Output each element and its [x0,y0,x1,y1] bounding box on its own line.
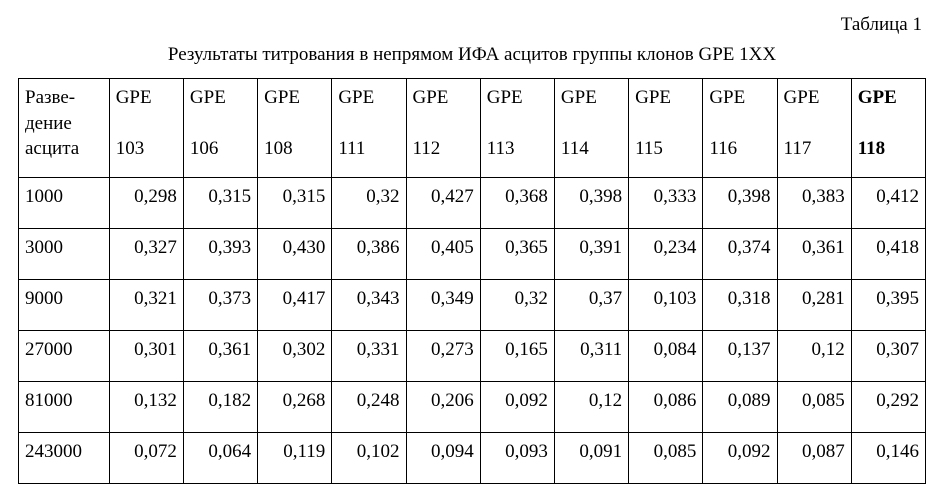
cell-value: 0,072 [109,433,183,484]
cell-value: 0,119 [258,433,332,484]
cell-value: 0,398 [554,178,628,229]
cell-value: 0,365 [480,229,554,280]
col-header-gpe-111: GPE 111 [332,79,406,178]
cell-value: 0,315 [183,178,257,229]
cell-value: 0,132 [109,382,183,433]
col-header-gpe-115: GPE 115 [629,79,703,178]
table-label: Таблица 1 [18,14,922,36]
cell-value: 0,32 [332,178,406,229]
cell-value: 0,343 [332,280,406,331]
cell-value: 0,064 [183,433,257,484]
col-header-gpe-108: GPE 108 [258,79,332,178]
cell-value: 0,094 [406,433,480,484]
table-row: 270000,3010,3610,3020,3310,2730,1650,311… [19,331,926,382]
cell-value: 0,165 [480,331,554,382]
cell-value: 0,383 [777,178,851,229]
cell-value: 0,417 [258,280,332,331]
cell-value: 0,361 [777,229,851,280]
cell-value: 0,298 [109,178,183,229]
results-table: Разве- дение асцита GPE 103 GPE 106 GPE … [18,78,926,484]
cell-value: 0,273 [406,331,480,382]
cell-value: 0,393 [183,229,257,280]
cell-dilution: 243000 [19,433,110,484]
cell-value: 0,418 [851,229,925,280]
cell-value: 0,268 [258,382,332,433]
col-header-gpe-106: GPE 106 [183,79,257,178]
cell-value: 0,349 [406,280,480,331]
cell-value: 0,146 [851,433,925,484]
cell-value: 0,301 [109,331,183,382]
cell-dilution: 9000 [19,280,110,331]
cell-value: 0,374 [703,229,777,280]
cell-value: 0,084 [629,331,703,382]
table-row: 10000,2980,3150,3150,320,4270,3680,3980,… [19,178,926,229]
cell-value: 0,086 [629,382,703,433]
cell-value: 0,37 [554,280,628,331]
cell-value: 0,182 [183,382,257,433]
cell-value: 0,315 [258,178,332,229]
table-body: 10000,2980,3150,3150,320,4270,3680,3980,… [19,178,926,484]
cell-dilution: 1000 [19,178,110,229]
cell-value: 0,12 [777,331,851,382]
cell-value: 0,307 [851,331,925,382]
cell-value: 0,333 [629,178,703,229]
cell-value: 0,085 [777,382,851,433]
hdr0-l1: Разве- [25,87,75,108]
col-header-gpe-118: GPE 118 [851,79,925,178]
cell-value: 0,302 [258,331,332,382]
cell-value: 0,12 [554,382,628,433]
cell-value: 0,391 [554,229,628,280]
table-row: 90000,3210,3730,4170,3430,3490,320,370,1… [19,280,926,331]
cell-value: 0,398 [703,178,777,229]
cell-value: 0,386 [332,229,406,280]
table-row: 2430000,0720,0640,1190,1020,0940,0930,09… [19,433,926,484]
col-header-gpe-113: GPE 113 [480,79,554,178]
cell-value: 0,311 [554,331,628,382]
cell-dilution: 81000 [19,382,110,433]
cell-value: 0,089 [703,382,777,433]
col-header-gpe-117: GPE 117 [777,79,851,178]
col-header-dilution: Разве- дение асцита [19,79,110,178]
cell-value: 0,32 [480,280,554,331]
cell-value: 0,368 [480,178,554,229]
cell-value: 0,206 [406,382,480,433]
hdr0-l2: дение [25,113,72,134]
table-row: 30000,3270,3930,4300,3860,4050,3650,3910… [19,229,926,280]
cell-value: 0,234 [629,229,703,280]
cell-value: 0,318 [703,280,777,331]
cell-value: 0,102 [332,433,406,484]
cell-value: 0,395 [851,280,925,331]
cell-value: 0,092 [480,382,554,433]
cell-value: 0,103 [629,280,703,331]
cell-value: 0,427 [406,178,480,229]
cell-value: 0,321 [109,280,183,331]
cell-value: 0,248 [332,382,406,433]
cell-value: 0,093 [480,433,554,484]
cell-value: 0,091 [554,433,628,484]
cell-value: 0,412 [851,178,925,229]
cell-value: 0,085 [629,433,703,484]
cell-value: 0,361 [183,331,257,382]
table-caption: Результаты титрования в непрямом ИФА асц… [18,44,926,66]
cell-value: 0,137 [703,331,777,382]
cell-dilution: 3000 [19,229,110,280]
cell-value: 0,092 [703,433,777,484]
col-header-gpe-112: GPE 112 [406,79,480,178]
col-header-gpe-114: GPE 114 [554,79,628,178]
cell-value: 0,405 [406,229,480,280]
cell-value: 0,327 [109,229,183,280]
table-header-row: Разве- дение асцита GPE 103 GPE 106 GPE … [19,79,926,178]
cell-value: 0,373 [183,280,257,331]
table-row: 810000,1320,1820,2680,2480,2060,0920,120… [19,382,926,433]
col-header-gpe-103: GPE 103 [109,79,183,178]
cell-value: 0,087 [777,433,851,484]
cell-value: 0,331 [332,331,406,382]
cell-value: 0,292 [851,382,925,433]
hdr0-l3: асцита [25,138,79,159]
col-header-gpe-116: GPE 116 [703,79,777,178]
cell-value: 0,281 [777,280,851,331]
cell-value: 0,430 [258,229,332,280]
cell-dilution: 27000 [19,331,110,382]
